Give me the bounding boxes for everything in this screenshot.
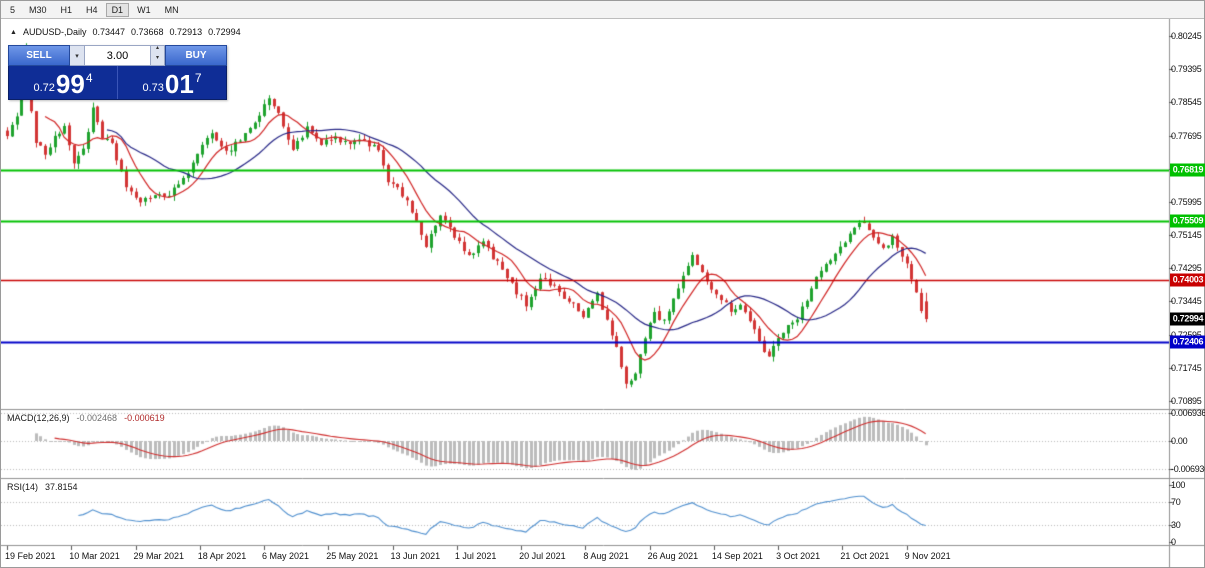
sell-button[interactable]: SELL [8,45,70,66]
date-axis-label: 3 Oct 2021 [776,551,821,561]
timeframe-button-h1[interactable]: H1 [55,3,79,17]
timeframe-button-5[interactable]: 5 [4,3,21,17]
date-axis-label: 21 Oct 2021 [840,551,890,561]
spinner-down-icon: ▾ [155,54,159,61]
macd-signal-value: -0.000619 [124,413,165,423]
ohlc-open: 0.73447 [92,27,125,37]
timeframe-button-d1[interactable]: D1 [105,2,130,17]
price-axis-label: 0.70895 [1171,396,1202,406]
price-axis-label: 0.73445 [1171,296,1202,307]
trade-panel-controls: SELL ▾ ▴ ▾ BUY [8,45,227,66]
date-axis-label: 26 Aug 2021 [647,551,699,561]
chevron-down-icon: ▾ [75,52,79,60]
price-axis-label: 0.79395 [1171,64,1202,75]
macd-main-value: -0.002468 [76,413,118,423]
volume-input[interactable] [85,45,151,66]
price-divider [117,66,118,99]
rsi-axis-label: 100 [1171,480,1186,490]
macd-axis-label: -0.006936 [1171,464,1205,474]
date-axis-label: 20 Jul 2021 [519,551,566,561]
timeframe-toolbar: 5 M30 H1 H4 D1 W1 MN [1,1,1204,19]
volume-dropdown-button[interactable]: ▾ [70,45,85,66]
level-price-badge: 0.72406 [1170,335,1205,349]
buy-button[interactable]: BUY [165,45,227,66]
timeframe-button-w1[interactable]: W1 [131,3,157,17]
rsi-value: 37.8154 [45,482,78,492]
date-axis-label: 10 Mar 2021 [69,551,120,561]
symbol-ohlc-header: ▲ AUDUSD-,Daily 0.73447 0.73668 0.72913 … [10,27,241,37]
rsi-header: RSI(14) 37.8154 [7,482,78,492]
spinner-up-icon: ▴ [155,45,159,51]
price-axis-label: 0.72595 [1171,330,1202,340]
date-axis-label: 29 Mar 2021 [133,551,185,561]
timeframe-button-m30[interactable]: M30 [23,3,53,17]
date-axis-label: 18 Apr 2021 [197,551,247,561]
price-axis-label: 0.78545 [1171,97,1202,108]
macd-axis-label: 0.006936 [1171,408,1205,418]
macd-label: MACD(12,26,9) [7,413,70,423]
date-axis-label: 25 May 2021 [326,551,379,561]
date-axis-label: 13 Jun 2021 [390,551,441,561]
date-axis-label: 8 Aug 2021 [583,551,629,561]
sell-price: 0.72 99 4 [33,69,93,99]
date-axis-label: 14 Sep 2021 [711,551,763,561]
rsi-axis-label: 30 [1171,520,1181,530]
date-axis-label: 6 May 2021 [262,551,310,561]
trade-panel-prices: 0.72 99 4 0.73 01 7 [8,66,227,100]
rsi-axis-label: 0 [1171,537,1176,547]
volume-spinner[interactable]: ▴ ▾ [151,45,165,66]
level-price-badge: 0.75509 [1170,214,1205,228]
ohlc-low: 0.72913 [169,27,203,37]
timeframe-button-h4[interactable]: H4 [80,3,104,17]
level-price-badge: 0.74003 [1170,273,1205,287]
price-axis-label: 0.77695 [1171,130,1202,141]
date-axis-label: 9 Nov 2021 [904,551,951,561]
rsi-axis-label: 70 [1171,497,1181,507]
ohlc-high: 0.73668 [131,27,164,37]
ohlc-close: 0.72994 [208,27,241,37]
date-axis-label: 19 Feb 2021 [5,551,56,561]
one-click-trading-panel: SELL ▾ ▴ ▾ BUY 0.72 99 4 0.73 01 7 [8,45,227,100]
price-axis-label: 0.75995 [1171,196,1202,207]
level-price-badge: 0.76819 [1170,163,1205,177]
rsi-label: RSI(14) [7,482,39,492]
price-axis-label: 0.74295 [1171,263,1202,274]
price-axis-label: 0.75145 [1171,230,1202,241]
macd-header: MACD(12,26,9) -0.002468 -0.000619 [7,413,165,423]
date-axis-label: 1 Jul 2021 [454,551,497,561]
price-axis-label: 0.71745 [1171,362,1202,373]
buy-price: 0.73 01 7 [142,69,202,99]
current-price-badge: 0.72994 [1170,312,1205,326]
macd-axis-label: 0.00 [1171,436,1188,446]
price-axis-label: 0.80245 [1171,31,1202,41]
chart-window-icon: ▲ [10,28,17,36]
symbol-title: AUDUSD-,Daily [22,27,87,37]
timeframe-button-mn[interactable]: MN [159,3,185,17]
